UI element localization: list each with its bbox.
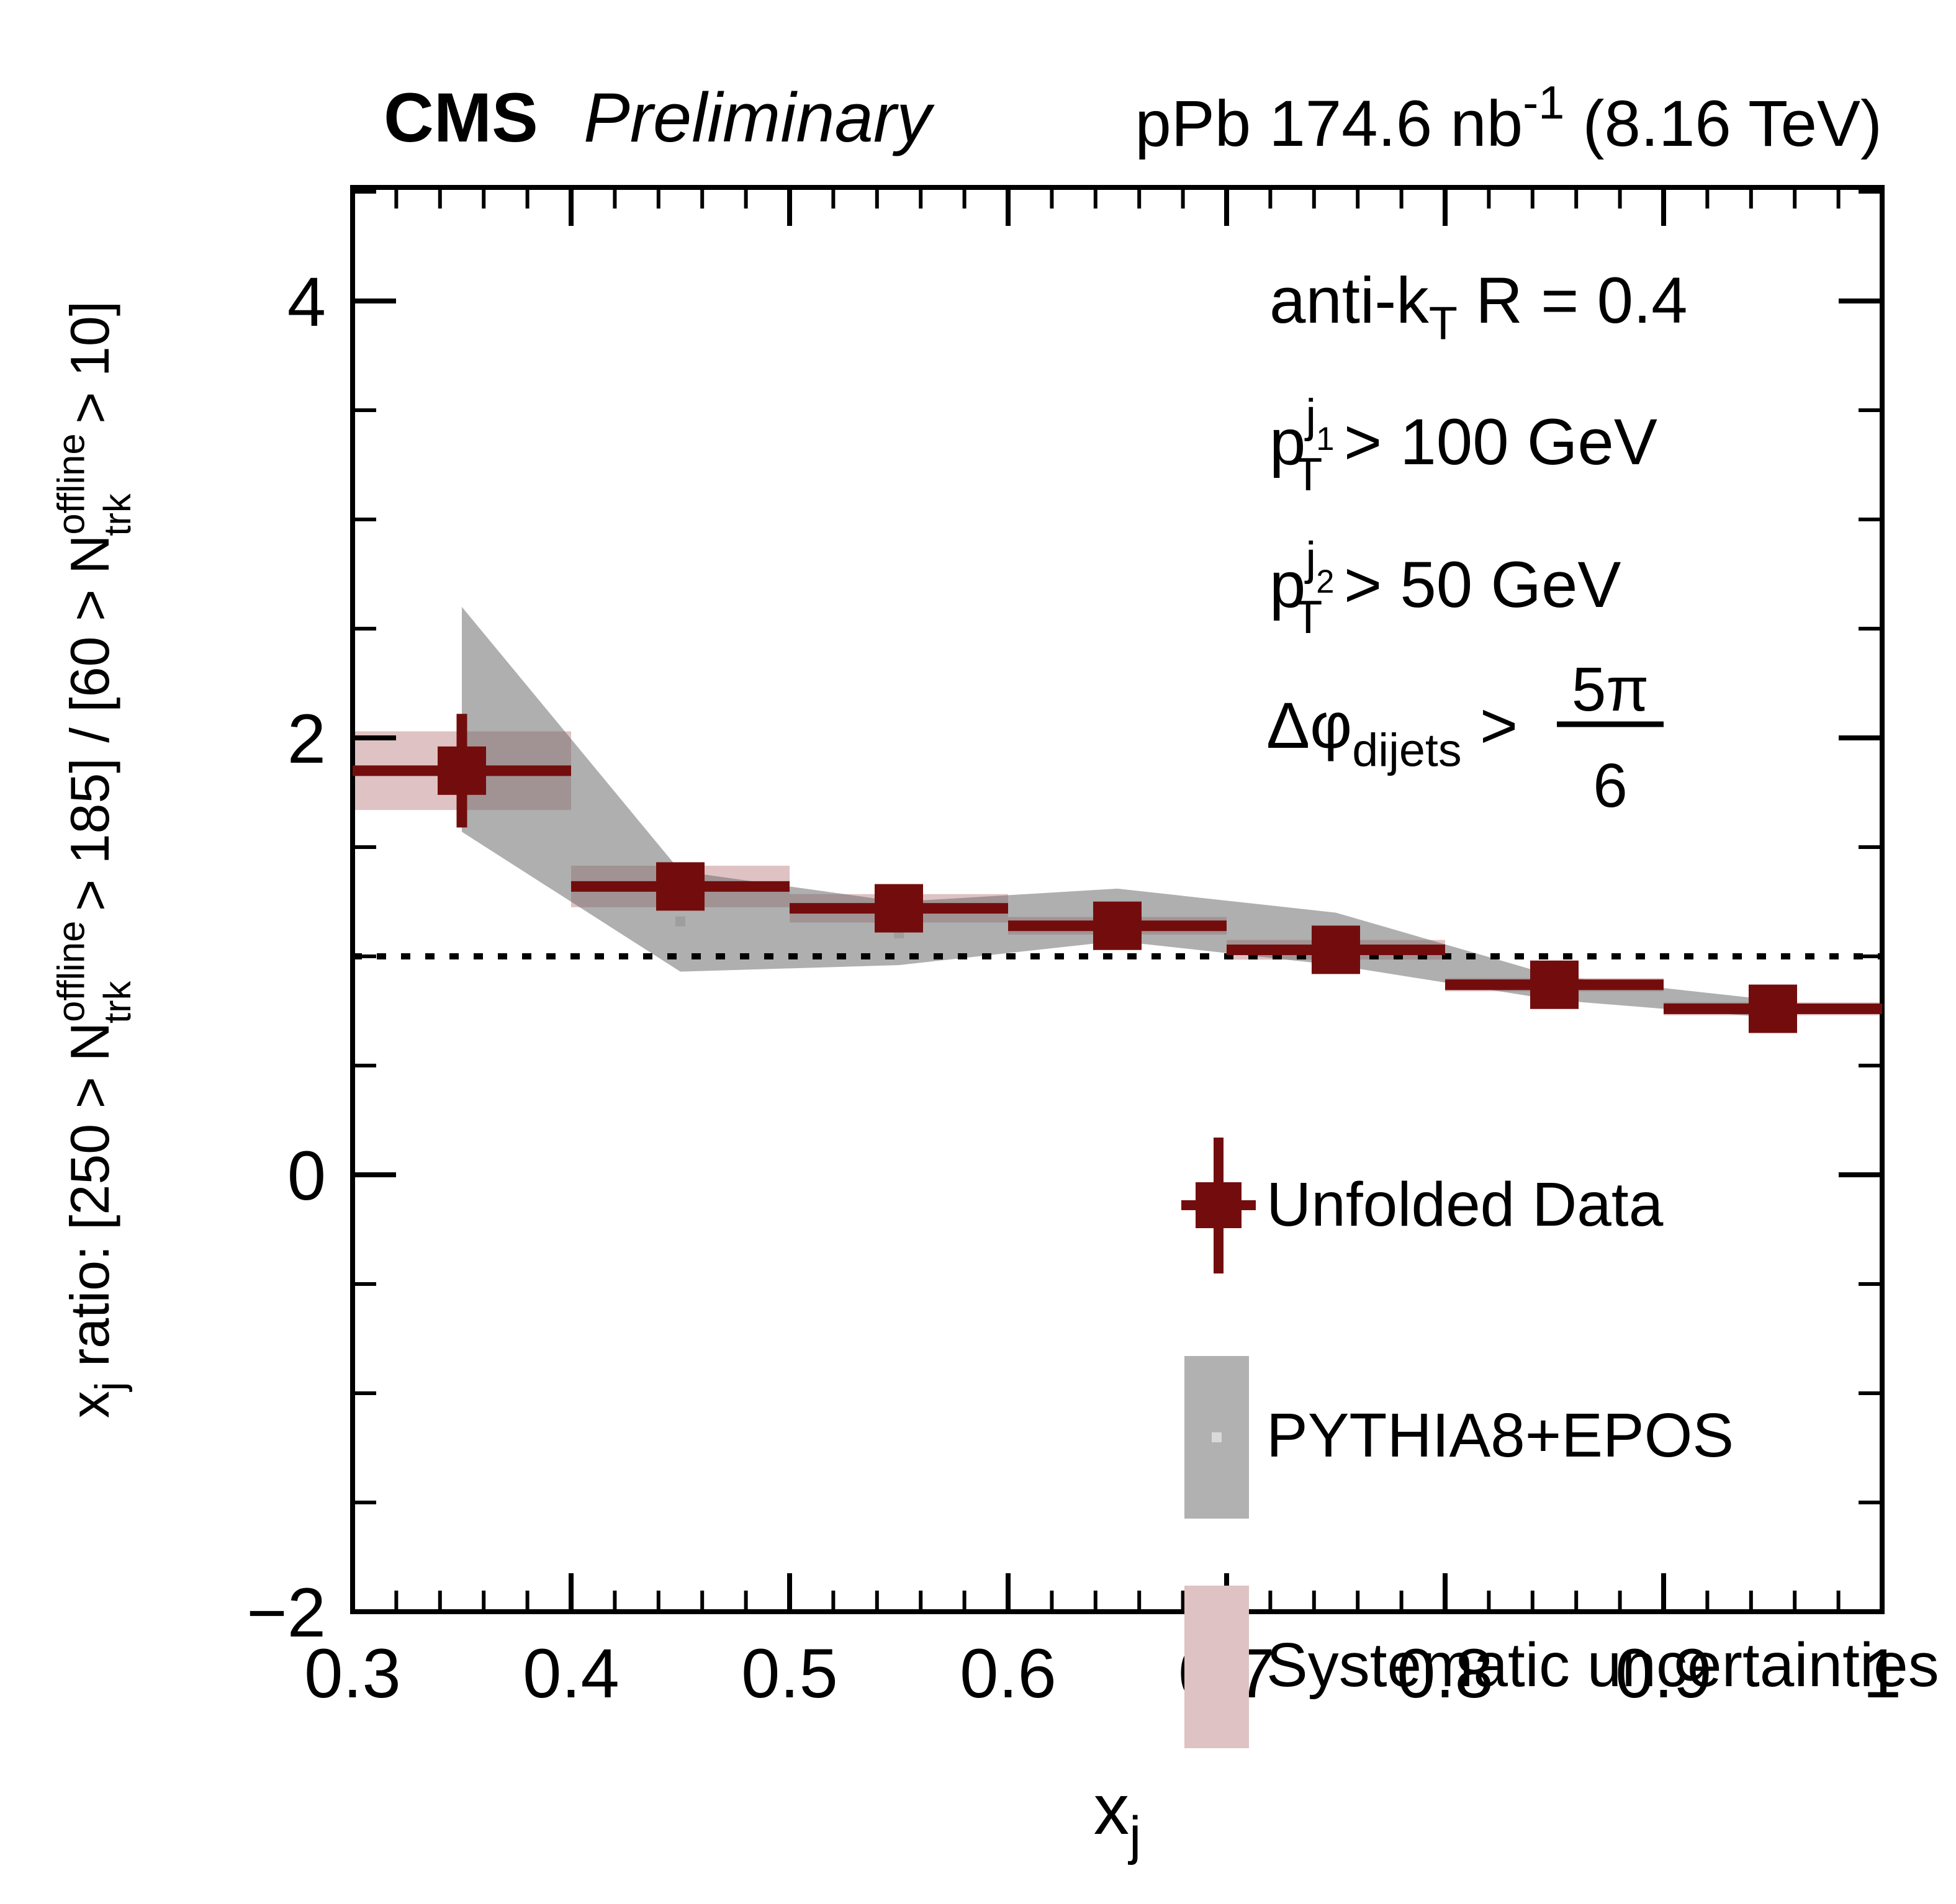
mc-band-polygon xyxy=(462,606,1773,1018)
legend-entry-mc: PYTHIA8+EPOS xyxy=(1184,1356,1734,1519)
fraction-numerator: 5π xyxy=(1572,655,1649,724)
annotation-jet-algo-token: T xyxy=(1429,297,1458,349)
y-axis-title-token: j xyxy=(87,1382,133,1393)
plot-frame xyxy=(350,185,1885,1614)
legend-mc-center-dot xyxy=(1212,1432,1222,1442)
x-tick-label: 0.9 xyxy=(1615,1635,1712,1712)
y-axis-title-token: > 10] xyxy=(59,301,120,439)
annotation-dphi-cut-token: Δφ xyxy=(1266,689,1352,762)
annotation-subleading-jet-pt-token: 2 xyxy=(1316,564,1334,600)
y-axis-title-token: offline xyxy=(50,433,92,534)
annotation-leading-jet-pt: pj1 T > 100 GeV xyxy=(1269,390,1657,501)
mc-band-swatch-icon xyxy=(1184,1356,1249,1519)
data-series xyxy=(353,714,1882,1033)
uncertainty-bands xyxy=(353,606,1882,1018)
annotation-subleading-jet-pt-token: j xyxy=(1304,533,1316,585)
legend-syst-rect xyxy=(1184,1586,1249,1748)
x-tick-label: 1 xyxy=(1863,1635,1901,1712)
legend-marker-square xyxy=(1196,1182,1242,1228)
x-tick-label: 0.6 xyxy=(960,1635,1057,1712)
data-point-marker xyxy=(875,884,923,933)
annotation-dphi-cut-token: > xyxy=(1462,689,1518,762)
legend-label-mc: PYTHIA8+EPOS xyxy=(1266,1401,1734,1470)
dphi-fraction: 5π 6 xyxy=(1557,655,1664,820)
annotation-leading-jet-pt-token: p xyxy=(1269,406,1305,478)
legend: Unfolded Data PYTHIA8+EPOS Systematic un… xyxy=(1181,1138,1939,1748)
lumi-text: pPb 174.6 nb-1 (8.16 TeV) xyxy=(1135,77,1882,160)
x-axis-title-token: j xyxy=(1127,1806,1141,1866)
data-point-marker xyxy=(656,862,705,911)
y-axis-title-token: > 185] / [60 > N xyxy=(59,535,120,927)
data-point-marker xyxy=(1093,901,1142,950)
annotation-subleading-jet-pt-token: p xyxy=(1269,549,1305,621)
lumi-text-token: pPb 174.6 nb xyxy=(1135,88,1523,160)
fraction-denominator: 6 xyxy=(1593,751,1628,820)
lumi-text-token: (8.16 TeV) xyxy=(1564,88,1882,160)
x-tick-label: 0.8 xyxy=(1397,1635,1494,1712)
x-axis-title: xj xyxy=(1094,1770,1142,1866)
annotation-dphi-cut: Δφdijets > xyxy=(1266,689,1518,776)
header: CMS Preliminary pPb 174.6 nb-1 (8.16 TeV… xyxy=(384,77,1882,160)
legend-entry-data: Unfolded Data xyxy=(1181,1138,1664,1273)
annotation-dphi-cut-token: dijets xyxy=(1352,724,1461,776)
y-tick-label: 2 xyxy=(287,700,326,778)
annotation-leading-jet-pt-token: 1 xyxy=(1316,421,1334,457)
lumi-label: pPb 174.6 nb-1 (8.16 TeV) xyxy=(1135,77,1882,160)
annotation-jet-algo: anti-kT R = 0.4 xyxy=(1269,264,1688,349)
data-point-marker xyxy=(1530,960,1579,1009)
legend-label-data: Unfolded Data xyxy=(1266,1170,1664,1239)
y-tick-label: −2 xyxy=(246,1574,326,1651)
annotation-leading-jet-pt-token: j xyxy=(1304,390,1316,442)
legend-entry-syst: Systematic uncertainties xyxy=(1184,1586,1939,1748)
y-axis-title-token: x xyxy=(59,1391,120,1418)
y-axis-title-token: trk xyxy=(96,981,139,1023)
data-point-marker xyxy=(1312,925,1360,974)
data-point-marker xyxy=(438,746,486,795)
y-tick-label: 4 xyxy=(287,263,326,341)
legend-label-syst: Systematic uncertainties xyxy=(1266,1630,1939,1700)
y-axis-title-token: ratio: [250 > N xyxy=(59,1022,120,1382)
lumi-text-token: -1 xyxy=(1523,77,1564,129)
annotation-jet-algo-token: R = 0.4 xyxy=(1458,264,1688,337)
annotation-jet-algo-token: anti-k xyxy=(1269,264,1429,337)
syst-band-swatch-icon xyxy=(1184,1586,1249,1748)
x-tick-label: 0.3 xyxy=(304,1635,401,1712)
status-label: Preliminary xyxy=(584,79,935,156)
annotation-subleading-jet-pt-token: > 50 GeV xyxy=(1326,549,1621,621)
annotation-subleading-jet-pt: pj2 T > 50 GeV xyxy=(1269,533,1621,644)
annotation-subleading-jet-pt-token: T xyxy=(1294,591,1322,644)
x-axis-title-token: x xyxy=(1094,1770,1130,1849)
annotation-leading-jet-pt-token: > 100 GeV xyxy=(1326,406,1657,478)
x-tick-label: 0.5 xyxy=(741,1635,838,1712)
y-axis-title-token: trk xyxy=(96,493,139,536)
annotation-leading-jet-pt-token: T xyxy=(1294,449,1322,501)
mc-central-marker xyxy=(675,916,685,927)
x-tick-label: 0.4 xyxy=(523,1635,620,1712)
y-tick-label: 0 xyxy=(287,1137,326,1215)
y-axis-title: xj ratio: [250 > Nofflinetrk > 185] / [6… xyxy=(50,301,139,1419)
data-point-marker xyxy=(1749,984,1797,1033)
experiment-label: CMS xyxy=(384,79,538,156)
y-axis-title-token: offline xyxy=(50,921,92,1022)
data-point-marker-icon xyxy=(1181,1138,1256,1273)
